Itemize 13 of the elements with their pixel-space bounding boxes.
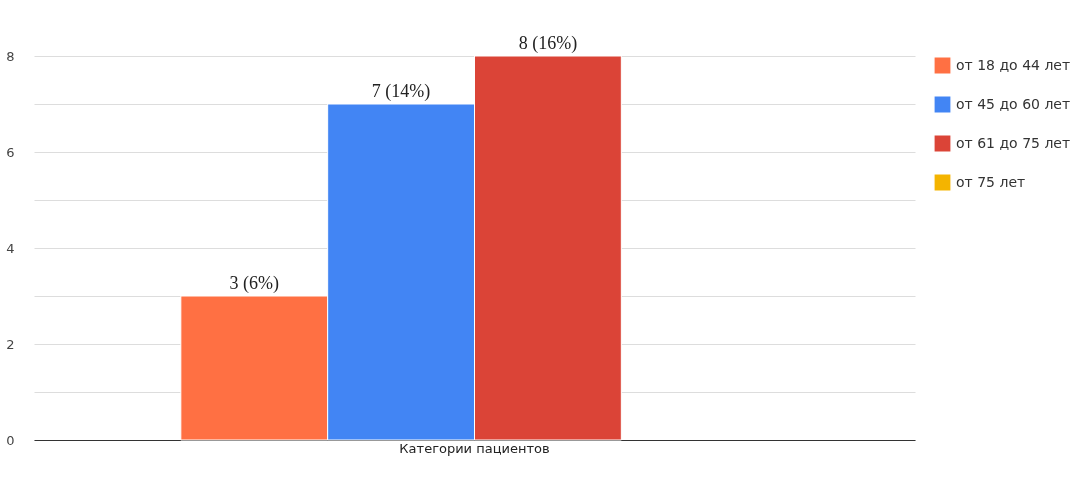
legend-label: от 45 до 60 лет bbox=[956, 95, 1071, 112]
x-tick-label: Категории пациентов bbox=[399, 440, 550, 456]
y-tick-label: 6 bbox=[6, 144, 15, 160]
y-tick-label: 0 bbox=[6, 432, 15, 448]
legend-label: от 61 до 75 лет bbox=[956, 134, 1071, 151]
legend-label: от 75 лет bbox=[956, 173, 1026, 190]
y-tick-label: 2 bbox=[6, 336, 15, 352]
data-label: 8 (16%) bbox=[518, 33, 578, 54]
y-tick-label: 8 bbox=[6, 48, 15, 64]
data-label: 3 (6%) bbox=[229, 273, 279, 294]
data-label: 7 (14%) bbox=[371, 81, 431, 102]
legend-label: от 18 до 44 лет bbox=[956, 56, 1071, 73]
y-tick-label: 4 bbox=[6, 240, 15, 256]
